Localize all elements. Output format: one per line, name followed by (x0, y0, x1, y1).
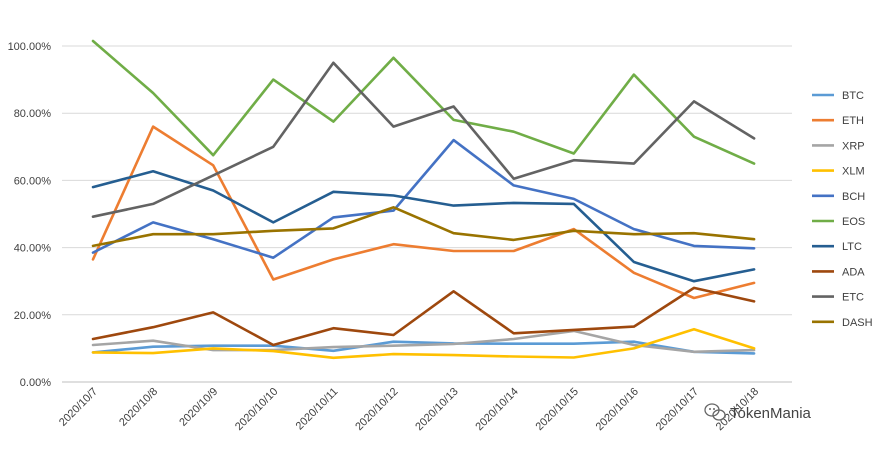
watermark: TokenMania (704, 403, 812, 422)
legend-label: XLM (842, 166, 865, 178)
legend-item-eos: EOS (812, 216, 865, 228)
x-axis-ticks: 2020/10/7 2020/10/8 2020/10/9 2020/10/10 202… (57, 386, 761, 433)
y-tick-label: 20.00% (14, 310, 52, 322)
x-tick-label: 2020/10/7 (57, 386, 100, 429)
legend-item-ltc: LTC (812, 241, 862, 253)
x-tick-label: 2020/10/17 (654, 386, 701, 433)
x-tick-label: 2020/10/13 (413, 386, 460, 433)
y-tick-label: 60.00% (14, 175, 52, 187)
legend-label: ETH (842, 115, 864, 127)
series-line-bch (91, 138, 756, 260)
legend: BTC ETH XRP XLM BCH EOS LTC ADA ETC DASH (812, 90, 873, 329)
watermark-text: TokenMania (730, 405, 812, 422)
legend-label: XRP (842, 140, 865, 152)
x-tick-label: 2020/10/16 (594, 386, 641, 433)
legend-item-btc: BTC (812, 90, 864, 102)
legend-label: EOS (842, 216, 865, 228)
series-line-xlm (91, 327, 756, 360)
legend-item-ada: ADA (812, 266, 865, 278)
legend-label: DASH (842, 317, 873, 329)
y-axis-ticks: 0.00% 20.00% 40.00% 60.00% 80.00% 100.00% (8, 41, 52, 389)
legend-label: LTC (842, 241, 862, 253)
series-line-ada (91, 286, 756, 347)
series-line-eth (91, 125, 756, 300)
y-tick-label: 100.00% (8, 41, 52, 53)
legend-item-xrp: XRP (812, 140, 865, 152)
x-tick-label: 2020/10/12 (353, 386, 400, 433)
x-tick-label: 2020/10/14 (473, 386, 520, 433)
x-tick-label: 2020/10/10 (233, 386, 280, 433)
legend-label: BCH (842, 191, 865, 203)
series-line-eos (91, 39, 756, 165)
x-tick-label: 2020/10/8 (117, 386, 160, 429)
series-line-btc (91, 340, 756, 355)
y-tick-label: 80.00% (14, 108, 52, 120)
legend-item-eth: ETH (812, 115, 864, 127)
legend-label: ADA (842, 266, 865, 278)
series-line-etc (91, 61, 756, 218)
legend-item-etc: ETC (812, 292, 864, 304)
legend-label: ETC (842, 292, 864, 304)
series-lines (91, 39, 756, 360)
series-line-ltc (91, 170, 756, 283)
y-tick-label: 40.00% (14, 243, 52, 255)
legend-item-xlm: XLM (812, 166, 865, 178)
x-tick-label: 2020/10/9 (177, 386, 220, 429)
x-tick-label: 2020/10/15 (534, 386, 581, 433)
series-line-dash (91, 206, 756, 248)
y-tick-label: 0.00% (20, 377, 51, 389)
wechat-icon (704, 403, 726, 421)
x-tick-label: 2020/10/11 (294, 386, 341, 433)
legend-item-bch: BCH (812, 191, 865, 203)
legend-label: BTC (842, 90, 864, 102)
legend-item-dash: DASH (812, 317, 873, 329)
